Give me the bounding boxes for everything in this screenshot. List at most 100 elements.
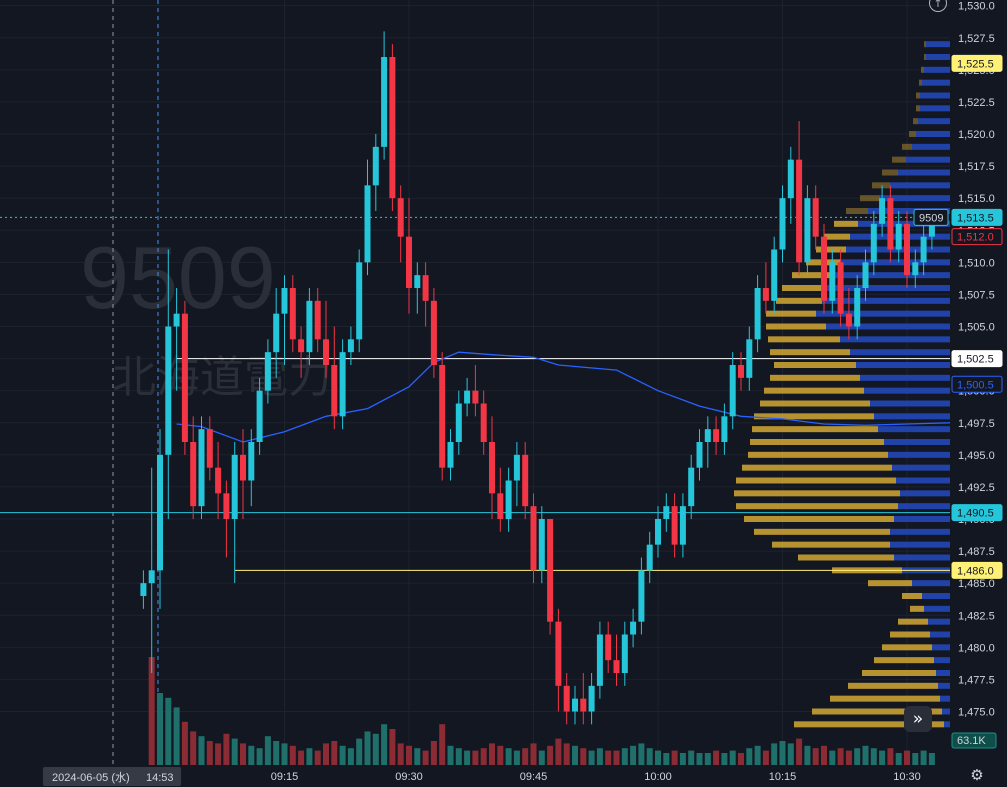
price-badge: 1,500.5 [951,375,1003,393]
volume-bar [480,748,487,765]
candle-body [314,300,321,340]
candle [862,249,869,301]
volume-bar [663,753,670,765]
candle [887,185,894,263]
profile-sell-bar [920,92,950,99]
volume-badge-box [951,732,997,749]
candle [870,211,877,276]
candle [190,416,197,519]
profile-sell-bar [920,105,950,112]
candle [298,326,305,378]
volume-bar [422,750,429,765]
profile-sell-bar [934,657,950,664]
time-tick-label: 09:30 [395,771,423,783]
symbol-watermark: 9509 北海道電力 [80,228,332,402]
volume-bar [414,748,421,765]
volume-bar [829,750,836,765]
settings-button[interactable]: ⚙ [968,766,986,784]
volume-bar [206,741,213,765]
volume-bar [605,750,612,765]
volume-bar [754,745,761,765]
candle [430,288,437,378]
symbol-tag-box [913,208,949,226]
volume-bar [231,738,238,765]
volume-bar [397,743,404,765]
candle [646,531,653,584]
candle [596,621,603,699]
candle-body [306,300,313,353]
volume-bar [771,743,778,765]
price-badge-box [951,54,1003,72]
candle-body [447,442,454,468]
volume-bar [646,748,653,765]
profile-sell-bar [938,682,950,689]
volume-bar [821,745,827,765]
candle [406,198,412,314]
candle [148,467,155,673]
candle [663,493,670,532]
volume-bar [256,748,263,765]
candle-body [198,429,205,507]
profile-buy-bar [774,362,856,368]
candle-body [762,288,769,301]
volume-bar [157,693,163,765]
price-badge-box [951,350,1003,368]
candle-body [621,634,628,673]
candle [837,249,844,327]
candle-body [580,698,587,712]
profile-sell-bar [906,156,950,163]
candle [530,493,537,584]
candle-body [206,429,213,468]
candle [223,480,230,558]
profile-sell-bar [898,169,950,176]
profile-sell-bar [840,259,950,266]
volume-bar [713,750,720,765]
candle [264,339,271,404]
candle-body [513,454,520,481]
candle-body [256,390,263,442]
volume-bar [181,721,188,765]
profile-buy-bar [734,490,900,497]
volume-bar [264,736,271,765]
time-tick-label: 09:45 [520,771,548,783]
candle-body [928,223,935,237]
profile-buy-bar [764,387,864,394]
candle [281,275,288,365]
candle-body [389,57,396,199]
candle-body [455,403,462,442]
profile-buy-bar [872,182,890,189]
profile-buy-bar [782,285,826,291]
price-badge-label: 1,486.0 [957,565,994,577]
volume-bar [455,748,462,765]
candle [580,673,587,725]
time-tick-label: 10:00 [644,771,672,783]
volume-bar [870,748,877,765]
profile-buy-bar [910,605,924,612]
volume-bar [704,753,711,765]
volume-bar [563,743,570,765]
profile-sell-bar [816,310,950,317]
volume-bar [347,748,354,765]
volume-bar [837,748,844,765]
profile-buy-bar [909,131,916,137]
candle-body [605,634,612,661]
price-tick-label: 1,517.5 [958,161,995,173]
scroll-to-realtime-button[interactable]: » [904,706,932,732]
profile-sell-bar [832,272,950,279]
volume-bar [223,733,230,765]
double-chevron-right-icon: » [912,709,924,729]
profile-buy-bar [882,644,932,651]
profile-sell-bar [878,426,950,433]
profile-buy-bar [754,528,890,535]
candle-body [356,262,363,340]
volume-bar [547,745,554,765]
profile-buy-bar [750,439,884,445]
candle-body [704,429,711,442]
volume-bar [530,743,537,765]
price-tick-label: 1,530.0 [958,1,995,13]
candle-body [439,365,446,468]
price-tick-label: 1,475.0 [958,707,995,719]
candle-body [829,262,836,301]
profile-sell-bar [888,451,950,458]
